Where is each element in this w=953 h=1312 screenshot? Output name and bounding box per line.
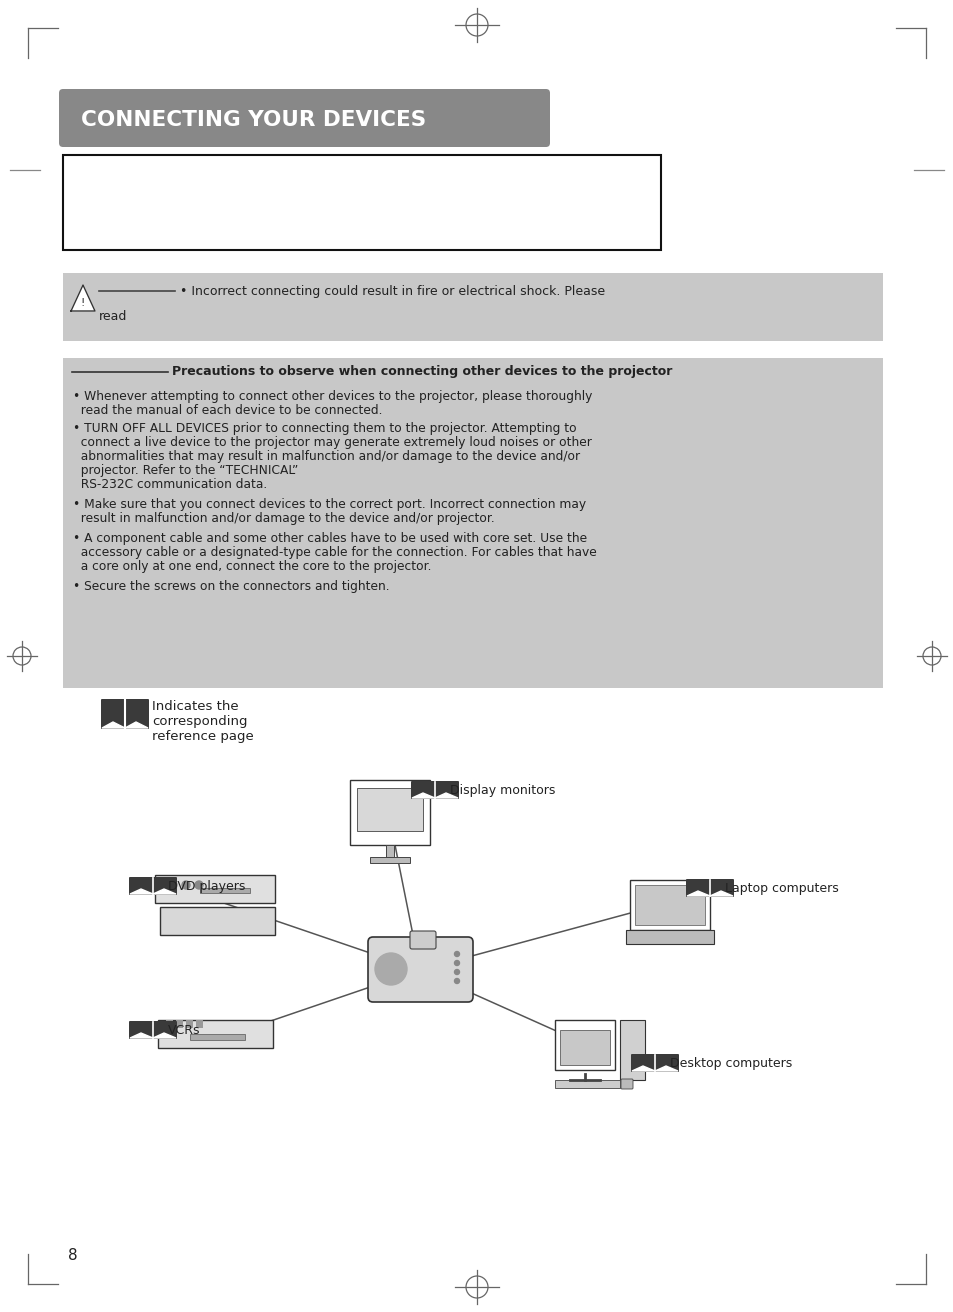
Text: Precautions to observe when connecting other devices to the projector: Precautions to observe when connecting o…: [172, 366, 672, 378]
Bar: [555, 1019, 615, 1071]
Polygon shape: [655, 1065, 678, 1071]
Bar: [350, 781, 430, 845]
Polygon shape: [152, 890, 175, 893]
FancyBboxPatch shape: [152, 876, 177, 895]
Text: connect a live device to the projector may generate extremely loud noises or oth: connect a live device to the projector m…: [73, 436, 591, 449]
Text: Display monitors: Display monitors: [450, 785, 555, 796]
Text: abnormalities that may result in malfunction and/or damage to the device and/or: abnormalities that may result in malfunc…: [73, 450, 579, 463]
Text: Desktop computers: Desktop computers: [669, 1057, 791, 1071]
FancyBboxPatch shape: [125, 699, 149, 729]
Bar: [625, 930, 713, 945]
FancyBboxPatch shape: [685, 879, 709, 897]
FancyBboxPatch shape: [152, 1021, 177, 1039]
Circle shape: [454, 979, 459, 984]
Bar: [63, 155, 660, 251]
Text: result in malfunction and/or damage to the device and/or projector.: result in malfunction and/or damage to t…: [73, 512, 495, 525]
Polygon shape: [71, 285, 95, 311]
Text: read the manual of each device to be connected.: read the manual of each device to be con…: [73, 404, 382, 417]
Circle shape: [454, 960, 459, 966]
Circle shape: [384, 962, 397, 976]
Bar: [195, 1019, 203, 1029]
Text: • TURN OFF ALL DEVICES prior to connecting them to the projector. Attempting to: • TURN OFF ALL DEVICES prior to connecti…: [73, 422, 576, 436]
Bar: [619, 1019, 644, 1080]
Polygon shape: [412, 792, 435, 798]
FancyBboxPatch shape: [129, 1021, 152, 1039]
Polygon shape: [709, 891, 732, 896]
Bar: [635, 886, 704, 925]
FancyBboxPatch shape: [410, 932, 436, 949]
Text: !: !: [81, 298, 85, 308]
Text: accessory cable or a designated-type cable for the connection. For cables that h: accessory cable or a designated-type cab…: [73, 546, 597, 559]
Text: read: read: [99, 310, 128, 323]
Circle shape: [454, 970, 459, 975]
Bar: [370, 857, 410, 863]
Polygon shape: [102, 722, 125, 728]
Bar: [166, 1019, 172, 1029]
Circle shape: [375, 953, 407, 985]
Circle shape: [379, 958, 401, 980]
Bar: [200, 888, 250, 893]
FancyBboxPatch shape: [129, 876, 152, 895]
Text: • A component cable and some other cables have to be used with core set. Use the: • A component cable and some other cable…: [73, 531, 586, 544]
Polygon shape: [435, 792, 457, 798]
Bar: [63, 358, 882, 687]
Bar: [559, 1030, 609, 1065]
Text: projector. Refer to the “TECHNICAL”: projector. Refer to the “TECHNICAL”: [73, 464, 298, 478]
Text: • Secure the screws on the connectors and tighten.: • Secure the screws on the connectors an…: [73, 580, 389, 593]
Polygon shape: [125, 722, 148, 728]
Bar: [356, 789, 422, 830]
Circle shape: [388, 966, 394, 972]
Bar: [555, 1080, 619, 1088]
Bar: [175, 1019, 183, 1029]
Bar: [186, 1019, 193, 1029]
Polygon shape: [130, 1033, 152, 1038]
Text: • Incorrect connecting could result in fire or electrical shock. Please: • Incorrect connecting could result in f…: [180, 285, 604, 298]
FancyBboxPatch shape: [368, 937, 473, 1002]
Bar: [190, 1034, 245, 1040]
Circle shape: [169, 880, 177, 890]
Bar: [63, 273, 882, 341]
FancyBboxPatch shape: [435, 781, 458, 799]
Polygon shape: [686, 891, 709, 896]
FancyBboxPatch shape: [59, 89, 550, 147]
Bar: [154, 875, 274, 903]
Bar: [158, 1019, 273, 1048]
Circle shape: [454, 951, 459, 956]
Text: RS-232C communication data.: RS-232C communication data.: [73, 478, 267, 491]
Circle shape: [182, 880, 190, 890]
Bar: [160, 907, 274, 935]
Polygon shape: [130, 890, 152, 893]
FancyBboxPatch shape: [655, 1054, 679, 1072]
Text: Indicates the
corresponding
reference page: Indicates the corresponding reference pa…: [152, 701, 253, 743]
FancyBboxPatch shape: [411, 781, 435, 799]
Bar: [629, 880, 709, 930]
FancyBboxPatch shape: [101, 699, 125, 729]
Text: 8: 8: [68, 1248, 77, 1262]
Bar: [386, 845, 394, 857]
Text: • Make sure that you connect devices to the correct port. Incorrect connection m: • Make sure that you connect devices to …: [73, 499, 585, 510]
FancyBboxPatch shape: [709, 879, 733, 897]
Text: Laptop computers: Laptop computers: [724, 882, 838, 895]
Text: • Whenever attempting to connect other devices to the projector, please thorough: • Whenever attempting to connect other d…: [73, 390, 592, 403]
Polygon shape: [631, 1065, 655, 1071]
Text: DVD players: DVD players: [168, 880, 245, 893]
FancyBboxPatch shape: [630, 1054, 655, 1072]
Polygon shape: [152, 1033, 175, 1038]
Circle shape: [194, 880, 203, 890]
Text: CONNECTING YOUR DEVICES: CONNECTING YOUR DEVICES: [81, 110, 426, 130]
Text: VCRs: VCRs: [168, 1023, 200, 1036]
FancyBboxPatch shape: [620, 1078, 633, 1089]
Text: a core only at one end, connect the core to the projector.: a core only at one end, connect the core…: [73, 560, 431, 573]
